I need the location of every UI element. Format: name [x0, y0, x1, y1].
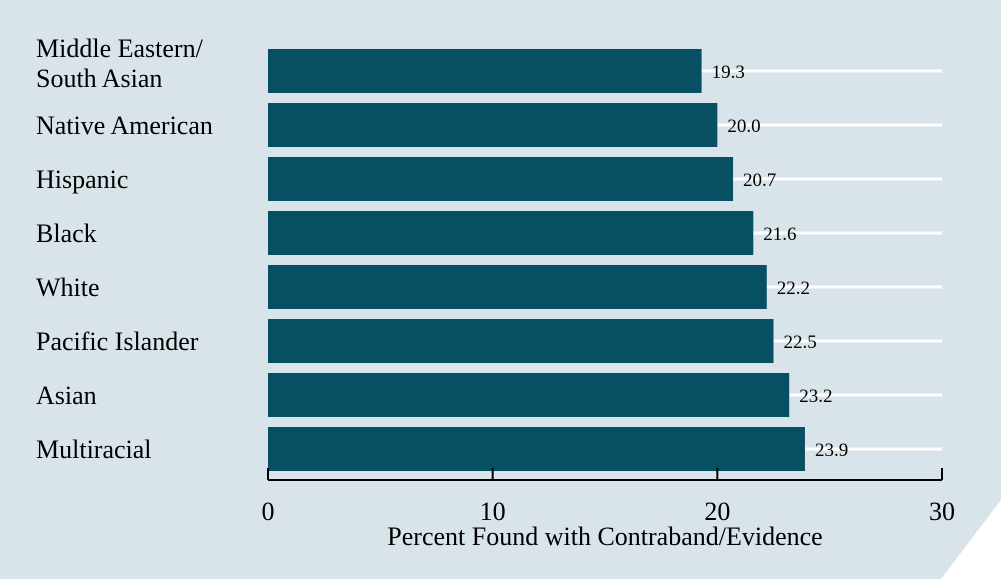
bar-value-label: 22.5	[784, 332, 817, 353]
bar	[268, 103, 718, 147]
bar	[268, 49, 702, 93]
category-label: Hispanic	[36, 165, 128, 194]
x-tick-label: 0	[262, 497, 275, 526]
bar-value-label: 19.3	[712, 62, 745, 83]
category-label: Middle Eastern/South Asian	[36, 34, 204, 93]
x-tick-label: 20	[704, 497, 730, 526]
category-label: White	[36, 273, 100, 302]
category-label: Native American	[36, 111, 213, 140]
bar	[268, 319, 774, 363]
x-axis-title: Percent Found with Contraband/Evidence	[387, 522, 822, 551]
x-tick-label: 30	[929, 497, 955, 526]
bar	[268, 373, 790, 417]
category-label-line: South Asian	[36, 64, 162, 93]
bars: 19.3 Middle Eastern/South Asian 20.0 Native…	[36, 34, 848, 471]
category-label-line: Middle Eastern/	[36, 34, 204, 63]
bar-value-label: 22.2	[777, 278, 810, 299]
bar-value-label: 21.6	[763, 224, 796, 245]
category-label: Pacific Islander	[36, 327, 199, 356]
category-label: Asian	[36, 381, 97, 410]
bar	[268, 265, 767, 309]
category-label: Multiracial	[36, 435, 152, 464]
bar-value-label: 23.9	[815, 440, 848, 461]
x-axis: 0 10 20 30	[262, 468, 955, 526]
bar	[268, 211, 754, 255]
x-tick-label: 10	[480, 497, 506, 526]
bar	[268, 157, 734, 201]
bar-value-label: 20.0	[727, 116, 760, 137]
bar-value-label: 20.7	[743, 170, 776, 191]
bar-value-label: 23.2	[799, 386, 832, 407]
category-label: Black	[36, 219, 97, 248]
bar	[268, 427, 805, 471]
